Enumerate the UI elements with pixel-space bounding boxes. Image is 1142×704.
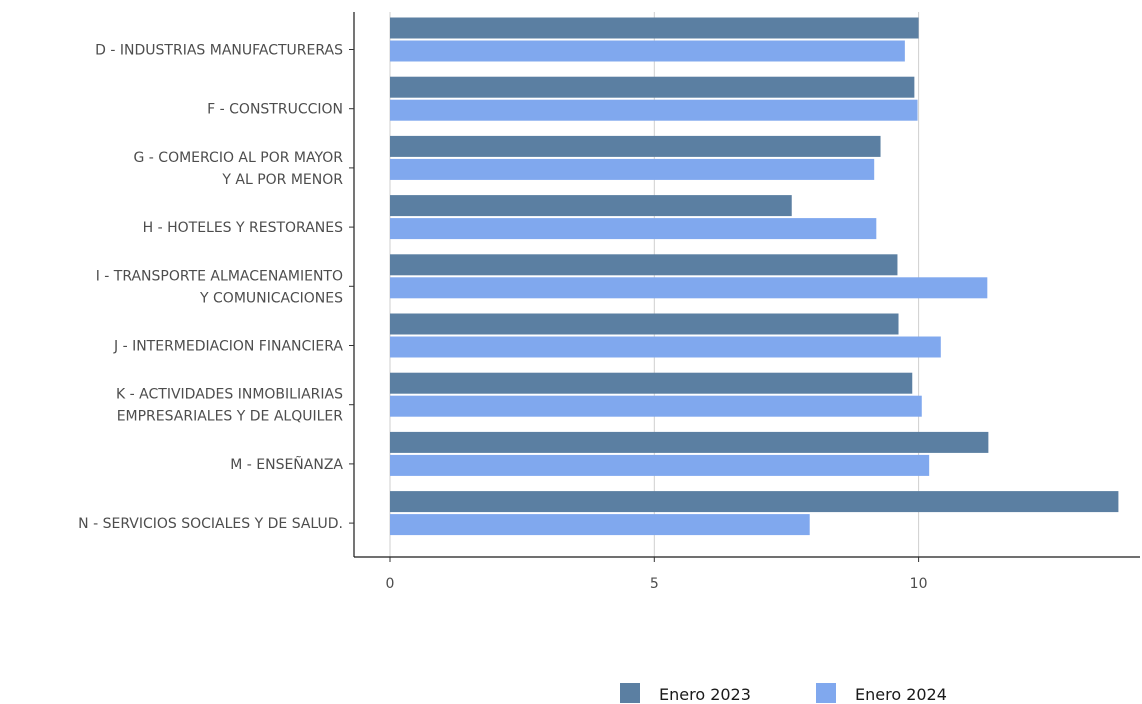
bar-2024-2 — [390, 158, 875, 180]
bar-2023-5 — [390, 313, 899, 335]
category-label-3: H - HOTELES Y RESTORANES — [143, 220, 343, 236]
category-label-6-line-0: K - ACTIVIDADES INMOBILIARIAS — [116, 387, 343, 403]
bar-2024-7 — [390, 454, 930, 476]
x-tick-labels: 0 5 10 — [386, 576, 928, 592]
category-label-2-line-0: G - COMERCIO AL POR MAYOR — [134, 150, 344, 166]
bar-2023-6 — [390, 372, 913, 394]
bar-2024-6 — [390, 395, 922, 417]
legend: Enero 2023 Enero 2024 — [620, 683, 947, 704]
bar-2023-0 — [390, 17, 919, 39]
category-label-1: F - CONSTRUCCION — [207, 102, 343, 118]
category-label-4-line-1: Y COMUNICACIONES — [199, 290, 343, 306]
x-tick-label-10: 10 — [910, 576, 928, 592]
x-tick-label-5: 5 — [650, 576, 659, 592]
legend-swatch-0 — [620, 683, 640, 703]
bar-2023-2 — [390, 135, 881, 157]
bar-2024-3 — [390, 218, 877, 240]
bar-2023-4 — [390, 254, 898, 276]
bar-2024-4 — [390, 277, 988, 299]
bars — [390, 17, 1119, 536]
legend-swatch-1 — [816, 683, 836, 703]
legend-label-0: Enero 2023 — [659, 685, 751, 704]
bar-2024-5 — [390, 336, 941, 358]
legend-label-1: Enero 2024 — [855, 685, 947, 704]
category-label-6-line-1: EMPRESARIALES Y DE ALQUILER — [117, 409, 344, 425]
bar-2023-7 — [390, 431, 989, 453]
category-label-7: M - ENSEÑANZA — [230, 456, 343, 473]
category-labels: D - INDUSTRIAS MANUFACTURERAS F - CONSTRU… — [78, 43, 343, 533]
category-label-5: J - INTERMEDIACION FINANCIERA — [113, 339, 343, 355]
axes — [349, 12, 1140, 562]
bar-2024-8 — [390, 514, 810, 536]
bar-2023-8 — [390, 491, 1119, 513]
category-label-4-line-0: I - TRANSPORTE ALMACENAMIENTO — [96, 268, 343, 284]
category-label-0: D - INDUSTRIAS MANUFACTURERAS — [95, 43, 343, 59]
bar-2023-3 — [390, 195, 792, 217]
category-label-8: N - SERVICIOS SOCIALES Y DE SALUD. — [78, 516, 343, 532]
category-label-2-line-1: Y AL POR MENOR — [221, 172, 343, 188]
bar-2023-1 — [390, 76, 915, 98]
x-tick-label-0: 0 — [386, 576, 395, 592]
bar-2024-0 — [390, 40, 905, 62]
bar-2024-1 — [390, 99, 918, 121]
